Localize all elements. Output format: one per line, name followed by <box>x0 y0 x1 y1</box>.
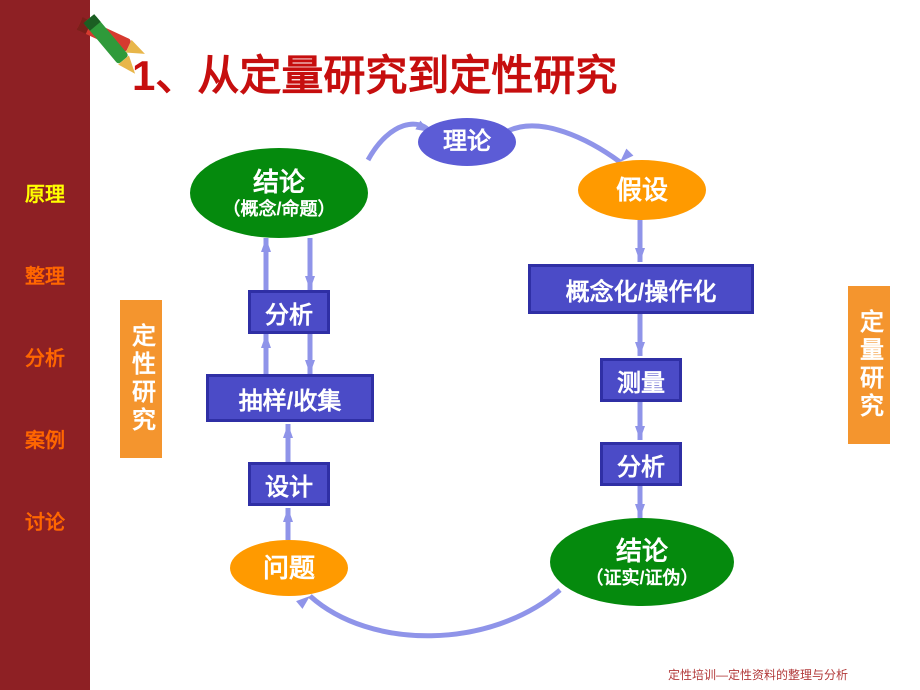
node-design: 设计 <box>248 462 330 506</box>
node-sublabel: （证实/证伪） <box>585 567 698 590</box>
node-analysis_l: 分析 <box>248 290 330 334</box>
node-label: 理论 <box>443 127 491 157</box>
node-problem: 问题 <box>230 540 348 596</box>
main-area: 1、从定量研究到定性研究 定性研究 定量研究 理论结论（概念/命题）假设分析抽样… <box>90 0 920 690</box>
node-label: 设计 <box>265 467 313 502</box>
node-label: 分析 <box>265 295 313 330</box>
node-label: 结论 <box>253 166 305 199</box>
node-measure: 测量 <box>600 358 682 402</box>
node-label: 问题 <box>263 552 315 585</box>
vlabel-qualitative: 定性研究 <box>120 300 162 458</box>
node-concept_op: 概念化/操作化 <box>528 264 754 314</box>
node-label: 分析 <box>617 447 665 482</box>
node-conclusion_l: 结论（概念/命题） <box>190 148 368 238</box>
node-sublabel: （概念/命题） <box>222 198 335 221</box>
node-sampling: 抽样/收集 <box>206 374 374 422</box>
sidebar-nav-item[interactable]: 整理 <box>0 260 90 289</box>
node-label: 测量 <box>617 363 665 398</box>
sidebar-nav-item[interactable]: 案例 <box>0 424 90 453</box>
node-label: 抽样/收集 <box>239 381 342 416</box>
node-label: 概念化/操作化 <box>566 272 717 307</box>
node-analysis_r: 分析 <box>600 442 682 486</box>
vlabel-quantitative: 定量研究 <box>848 286 890 444</box>
sidebar-nav-item[interactable]: 分析 <box>0 342 90 371</box>
sidebar-nav-item[interactable]: 原理 <box>0 178 90 207</box>
node-theory: 理论 <box>418 118 516 166</box>
footer-text: 定性培训—定性资料的整理与分析 <box>668 666 848 683</box>
node-conclusion_r: 结论（证实/证伪） <box>550 518 734 606</box>
node-label: 假设 <box>616 174 668 207</box>
node-label: 结论 <box>616 535 668 568</box>
node-hypothesis: 假设 <box>578 160 706 220</box>
sidebar-nav-item[interactable]: 讨论 <box>0 506 90 535</box>
page-title: 1、从定量研究到定性研究 <box>132 42 617 103</box>
flow-arrows <box>90 0 920 690</box>
